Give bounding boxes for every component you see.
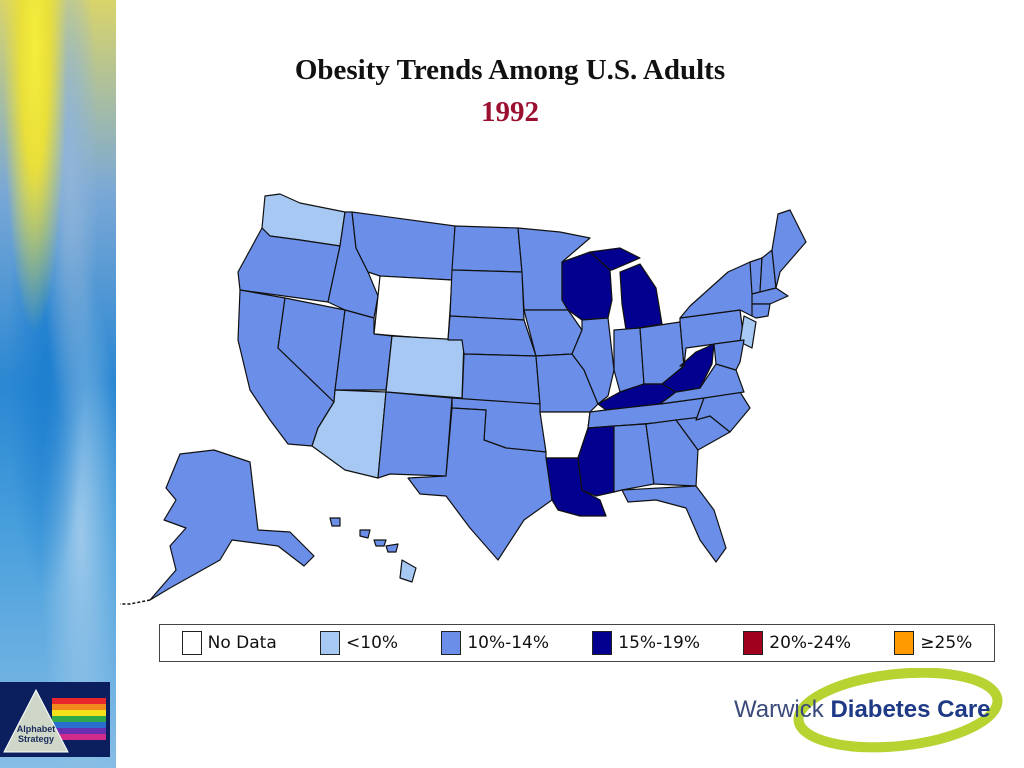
state-new-york (679, 261, 757, 319)
legend-item-no-data: No Data (181, 631, 277, 655)
state-alaska (149, 449, 315, 601)
badge-title-line2: Strategy (18, 734, 54, 744)
aleutian-islands (120, 599, 151, 605)
state-colorado (385, 335, 465, 399)
logo-word-diabetes-care: Diabetes Care (830, 696, 991, 723)
state-connecticut (751, 303, 771, 319)
badge-title-line1: Alphabet (17, 724, 56, 734)
legend-label: No Data (207, 633, 277, 653)
map-legend: No Data <10% 10%-14% 15%-19% 20%-24% ≥25… (159, 624, 995, 662)
state-massachusetts (751, 287, 789, 305)
alphabet-strategy-badge: Alphabet Strategy (0, 682, 110, 757)
warwick-logo-text: Warwick Diabetes Care (734, 696, 991, 724)
legend-label: 15%-19% (618, 633, 701, 653)
legend-label: 10%-14% (467, 633, 550, 653)
slide-title: Obesity Trends Among U.S. Adults (294, 54, 726, 86)
state-georgia (645, 419, 699, 487)
state-south-dakota (449, 269, 525, 321)
legend-swatch (441, 631, 462, 655)
logo-word-warwick: Warwick (734, 696, 824, 723)
legend-swatch (894, 631, 915, 655)
decorative-sidebar (0, 0, 116, 768)
legend-item-10-14: 10%-14% (441, 631, 549, 655)
state-hawaii-kauai (329, 517, 341, 527)
pyramid-icon: Alphabet Strategy (3, 688, 106, 753)
state-indiana (613, 327, 645, 393)
state-hawaii-maui (385, 543, 399, 553)
state-michigan (619, 263, 663, 331)
legend-label: ≥25% (920, 633, 973, 653)
legend-item-20-24: 20%-24% (743, 631, 851, 655)
legend-swatch (320, 631, 341, 655)
state-maine (771, 209, 807, 289)
state-hawaii-molokai (373, 539, 387, 547)
legend-item-lt10: <10% (320, 631, 398, 655)
legend-swatch (592, 631, 613, 655)
state-montana (351, 211, 456, 281)
state-west-virginia (661, 343, 715, 393)
legend-label: <10% (346, 633, 399, 653)
state-alabama (613, 423, 655, 493)
state-hawaii-oahu (359, 529, 371, 539)
state-new-mexico (377, 391, 453, 479)
state-kansas (461, 353, 541, 405)
state-texas (407, 407, 553, 561)
legend-swatch (181, 631, 202, 655)
state-michigan-upper (589, 247, 641, 271)
legend-label: 20%-24% (769, 633, 851, 653)
state-north-dakota (451, 225, 523, 273)
legend-item-ge25: ≥25% (894, 631, 972, 655)
warwick-logo-swoosh (793, 668, 1003, 753)
state-maryland (713, 339, 745, 371)
state-florida (621, 485, 727, 563)
slide-year: 1992 (481, 96, 539, 128)
state-hawaii-big (399, 559, 417, 583)
legend-item-15-19: 15%-19% (592, 631, 700, 655)
legend-swatch (743, 631, 764, 655)
state-wyoming (373, 275, 453, 341)
